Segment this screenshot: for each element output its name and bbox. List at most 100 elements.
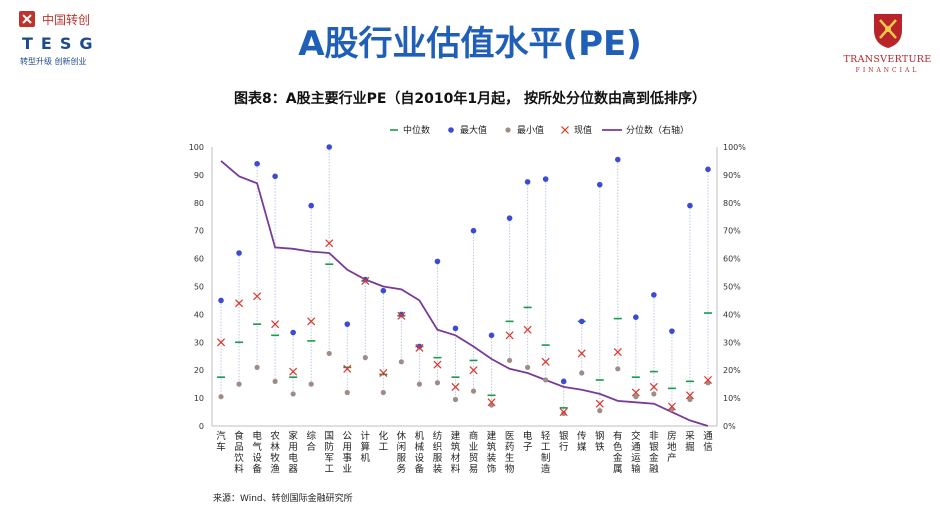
chart-source: 来源：Wind、转创国际金融研究所 — [213, 491, 353, 504]
min-point — [399, 359, 404, 364]
max-point — [326, 144, 332, 150]
max-point — [687, 203, 693, 209]
y-right-tick-label: 70% — [723, 227, 741, 236]
max-point — [561, 379, 567, 385]
min-point — [651, 391, 656, 396]
max-point — [543, 176, 549, 182]
max-point — [615, 157, 621, 163]
page-title: A股行业估值水平(PE) — [0, 16, 940, 65]
x-tick-label: 化工 — [379, 430, 389, 453]
chart-axes: 0 10 20 30 40 50 60 70 80 90 100 0% 10% 20% 30% 40% 50% 6… — [189, 143, 747, 475]
legend-label: 现值 — [574, 124, 592, 136]
y-right-tick-label: 60% — [723, 255, 741, 264]
min-point — [273, 379, 278, 384]
x-tick-label: 电气设备 — [252, 430, 262, 475]
min-point — [597, 408, 602, 413]
max-point — [507, 215, 513, 221]
min-point — [236, 382, 241, 387]
y-right-tick-label: 20% — [723, 366, 741, 375]
max-point — [669, 328, 675, 334]
y-left-tick-label: 90 — [194, 171, 204, 180]
min-point — [345, 390, 350, 395]
x-tick-label: 家用电器 — [288, 430, 298, 475]
transverture-sub: FINANCIAL — [840, 67, 935, 74]
legend-label: 分位数（右轴） — [626, 124, 689, 136]
max-point — [525, 179, 531, 185]
x-tick-label: 通信 — [703, 431, 713, 453]
max-point — [308, 203, 314, 209]
chart-title: 图表8：A股主要行业PE（自2010年1月起， 按所处分位数由高到低排序） — [0, 88, 940, 108]
transverture-logo: TRANSVERTURE FINANCIAL — [840, 8, 935, 74]
max-point — [597, 182, 603, 188]
legend-label: 最大值 — [460, 124, 487, 136]
chart-legend: 中位数 最大值 最小值 现值 分位数（右轴） — [390, 124, 689, 136]
max-point — [272, 173, 278, 179]
x-tick-label: 纺织服装 — [433, 430, 443, 475]
y-left-tick-label: 100 — [189, 143, 204, 152]
current-point — [578, 350, 585, 357]
max-point — [290, 330, 296, 336]
min-point — [417, 382, 422, 387]
min-point — [579, 370, 584, 375]
min-point — [363, 355, 368, 360]
current-point — [650, 383, 657, 390]
min-point — [471, 389, 476, 394]
max-point — [344, 321, 350, 327]
min-point — [453, 397, 458, 402]
min-point — [669, 407, 674, 412]
y-left-tick-label: 30 — [194, 338, 204, 347]
x-tick-label: 建筑材料 — [451, 430, 461, 475]
max-point — [633, 314, 639, 320]
x-tick-label: 综合 — [306, 430, 316, 453]
x-tick-label: 计算机 — [361, 430, 371, 464]
x-tick-label: 银行 — [559, 430, 569, 453]
y-right-tick-label: 0% — [723, 422, 736, 431]
max-point — [254, 161, 260, 167]
min-point — [543, 377, 548, 382]
min-point — [381, 390, 386, 395]
x-tick-label: 食品饮料 — [234, 430, 244, 475]
x-tick-label: 汽车 — [216, 430, 226, 453]
max-point — [705, 167, 711, 173]
y-right-tick-label: 50% — [723, 283, 741, 292]
pe-chart: 中位数 最大值 最小值 现值 分位数（右轴） 0 10 20 30 40 50 60 70 80 90 10… — [0, 118, 940, 498]
max-point — [471, 228, 477, 234]
x-tick-label: 非银金融 — [649, 430, 659, 475]
x-tick-label: 商业贸易 — [469, 430, 479, 475]
legend-max-swatch — [448, 127, 454, 133]
y-right-tick-label: 30% — [723, 338, 741, 347]
min-point — [218, 394, 223, 399]
x-tick-label: 钢铁 — [595, 430, 605, 453]
min-point — [435, 380, 440, 385]
percentile-line — [221, 161, 708, 426]
y-right-tick-label: 10% — [723, 394, 741, 403]
legend-min-swatch — [505, 127, 510, 132]
x-tick-label: 传媒 — [577, 430, 587, 453]
legend-label: 最小值 — [517, 124, 544, 136]
min-point — [489, 402, 494, 407]
min-point — [615, 366, 620, 371]
y-right-tick-label: 90% — [723, 171, 741, 180]
y-left-tick-label: 20 — [194, 366, 204, 375]
y-left-tick-label: 70 — [194, 227, 204, 236]
max-point — [236, 250, 242, 256]
max-point — [489, 333, 495, 339]
x-tick-label: 农林牧渔 — [270, 430, 280, 475]
y-left-tick-label: 40 — [194, 310, 204, 319]
max-point — [651, 292, 657, 298]
min-point — [507, 358, 512, 363]
x-tick-label: 轻工制造 — [541, 430, 551, 475]
max-point — [579, 319, 585, 325]
min-point — [309, 382, 314, 387]
y-left-tick-label: 0 — [199, 422, 204, 431]
x-tick-label: 房地产 — [667, 430, 677, 464]
x-tick-label: 采掘 — [685, 431, 695, 453]
x-tick-label: 医药生物 — [505, 431, 515, 475]
min-point — [705, 380, 710, 385]
y-left-tick-label: 50 — [194, 283, 204, 292]
min-point — [525, 365, 530, 370]
max-point — [453, 326, 459, 332]
legend-label: 中位数 — [403, 124, 430, 136]
x-tick-label: 交通运输 — [631, 430, 641, 475]
y-left-tick-label: 10 — [194, 394, 204, 403]
